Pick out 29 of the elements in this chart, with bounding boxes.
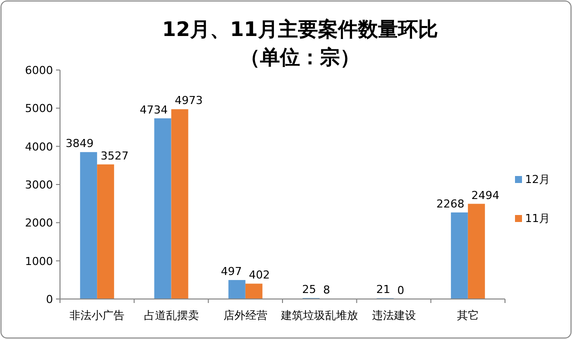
data-label: 3849 bbox=[66, 137, 94, 150]
legend-label: 12月 bbox=[525, 173, 550, 186]
x-tick-label: 店外经营 bbox=[223, 309, 268, 322]
y-tick-label: 1000 bbox=[25, 254, 53, 268]
data-label: 2268 bbox=[436, 197, 464, 210]
x-tick-label: 占道乱摆卖 bbox=[144, 309, 199, 322]
data-label: 21 bbox=[376, 283, 390, 296]
x-tick-label: 非法小广告 bbox=[70, 309, 125, 322]
data-label: 25 bbox=[302, 283, 316, 296]
x-tick-label: 违法建设 bbox=[372, 309, 416, 322]
x-tick-label: 其它 bbox=[456, 309, 479, 322]
data-label: 402 bbox=[248, 268, 270, 282]
y-tick-label: 4000 bbox=[25, 140, 53, 154]
data-label: 0 bbox=[397, 284, 404, 297]
data-label: 8 bbox=[323, 284, 330, 297]
y-tick-label: 0 bbox=[46, 293, 53, 306]
data-label: 4973 bbox=[174, 94, 203, 108]
data-label: 4734 bbox=[140, 103, 168, 116]
chart-subtitle: （单位：宗） bbox=[240, 45, 360, 69]
data-label: 3527 bbox=[100, 149, 129, 162]
legend-label: 11月 bbox=[525, 212, 550, 225]
data-label: 2494 bbox=[471, 188, 500, 202]
y-tick-label: 5000 bbox=[25, 102, 53, 116]
y-tick-label: 2000 bbox=[25, 216, 53, 230]
x-tick-label: 建筑垃圾乱堆放 bbox=[280, 309, 358, 322]
chart-title: 12月、11月主要案件数量环比 bbox=[162, 17, 438, 41]
data-label: 497 bbox=[220, 265, 242, 278]
y-tick-label: 6000 bbox=[25, 64, 53, 77]
y-tick-label: 3000 bbox=[25, 178, 53, 192]
